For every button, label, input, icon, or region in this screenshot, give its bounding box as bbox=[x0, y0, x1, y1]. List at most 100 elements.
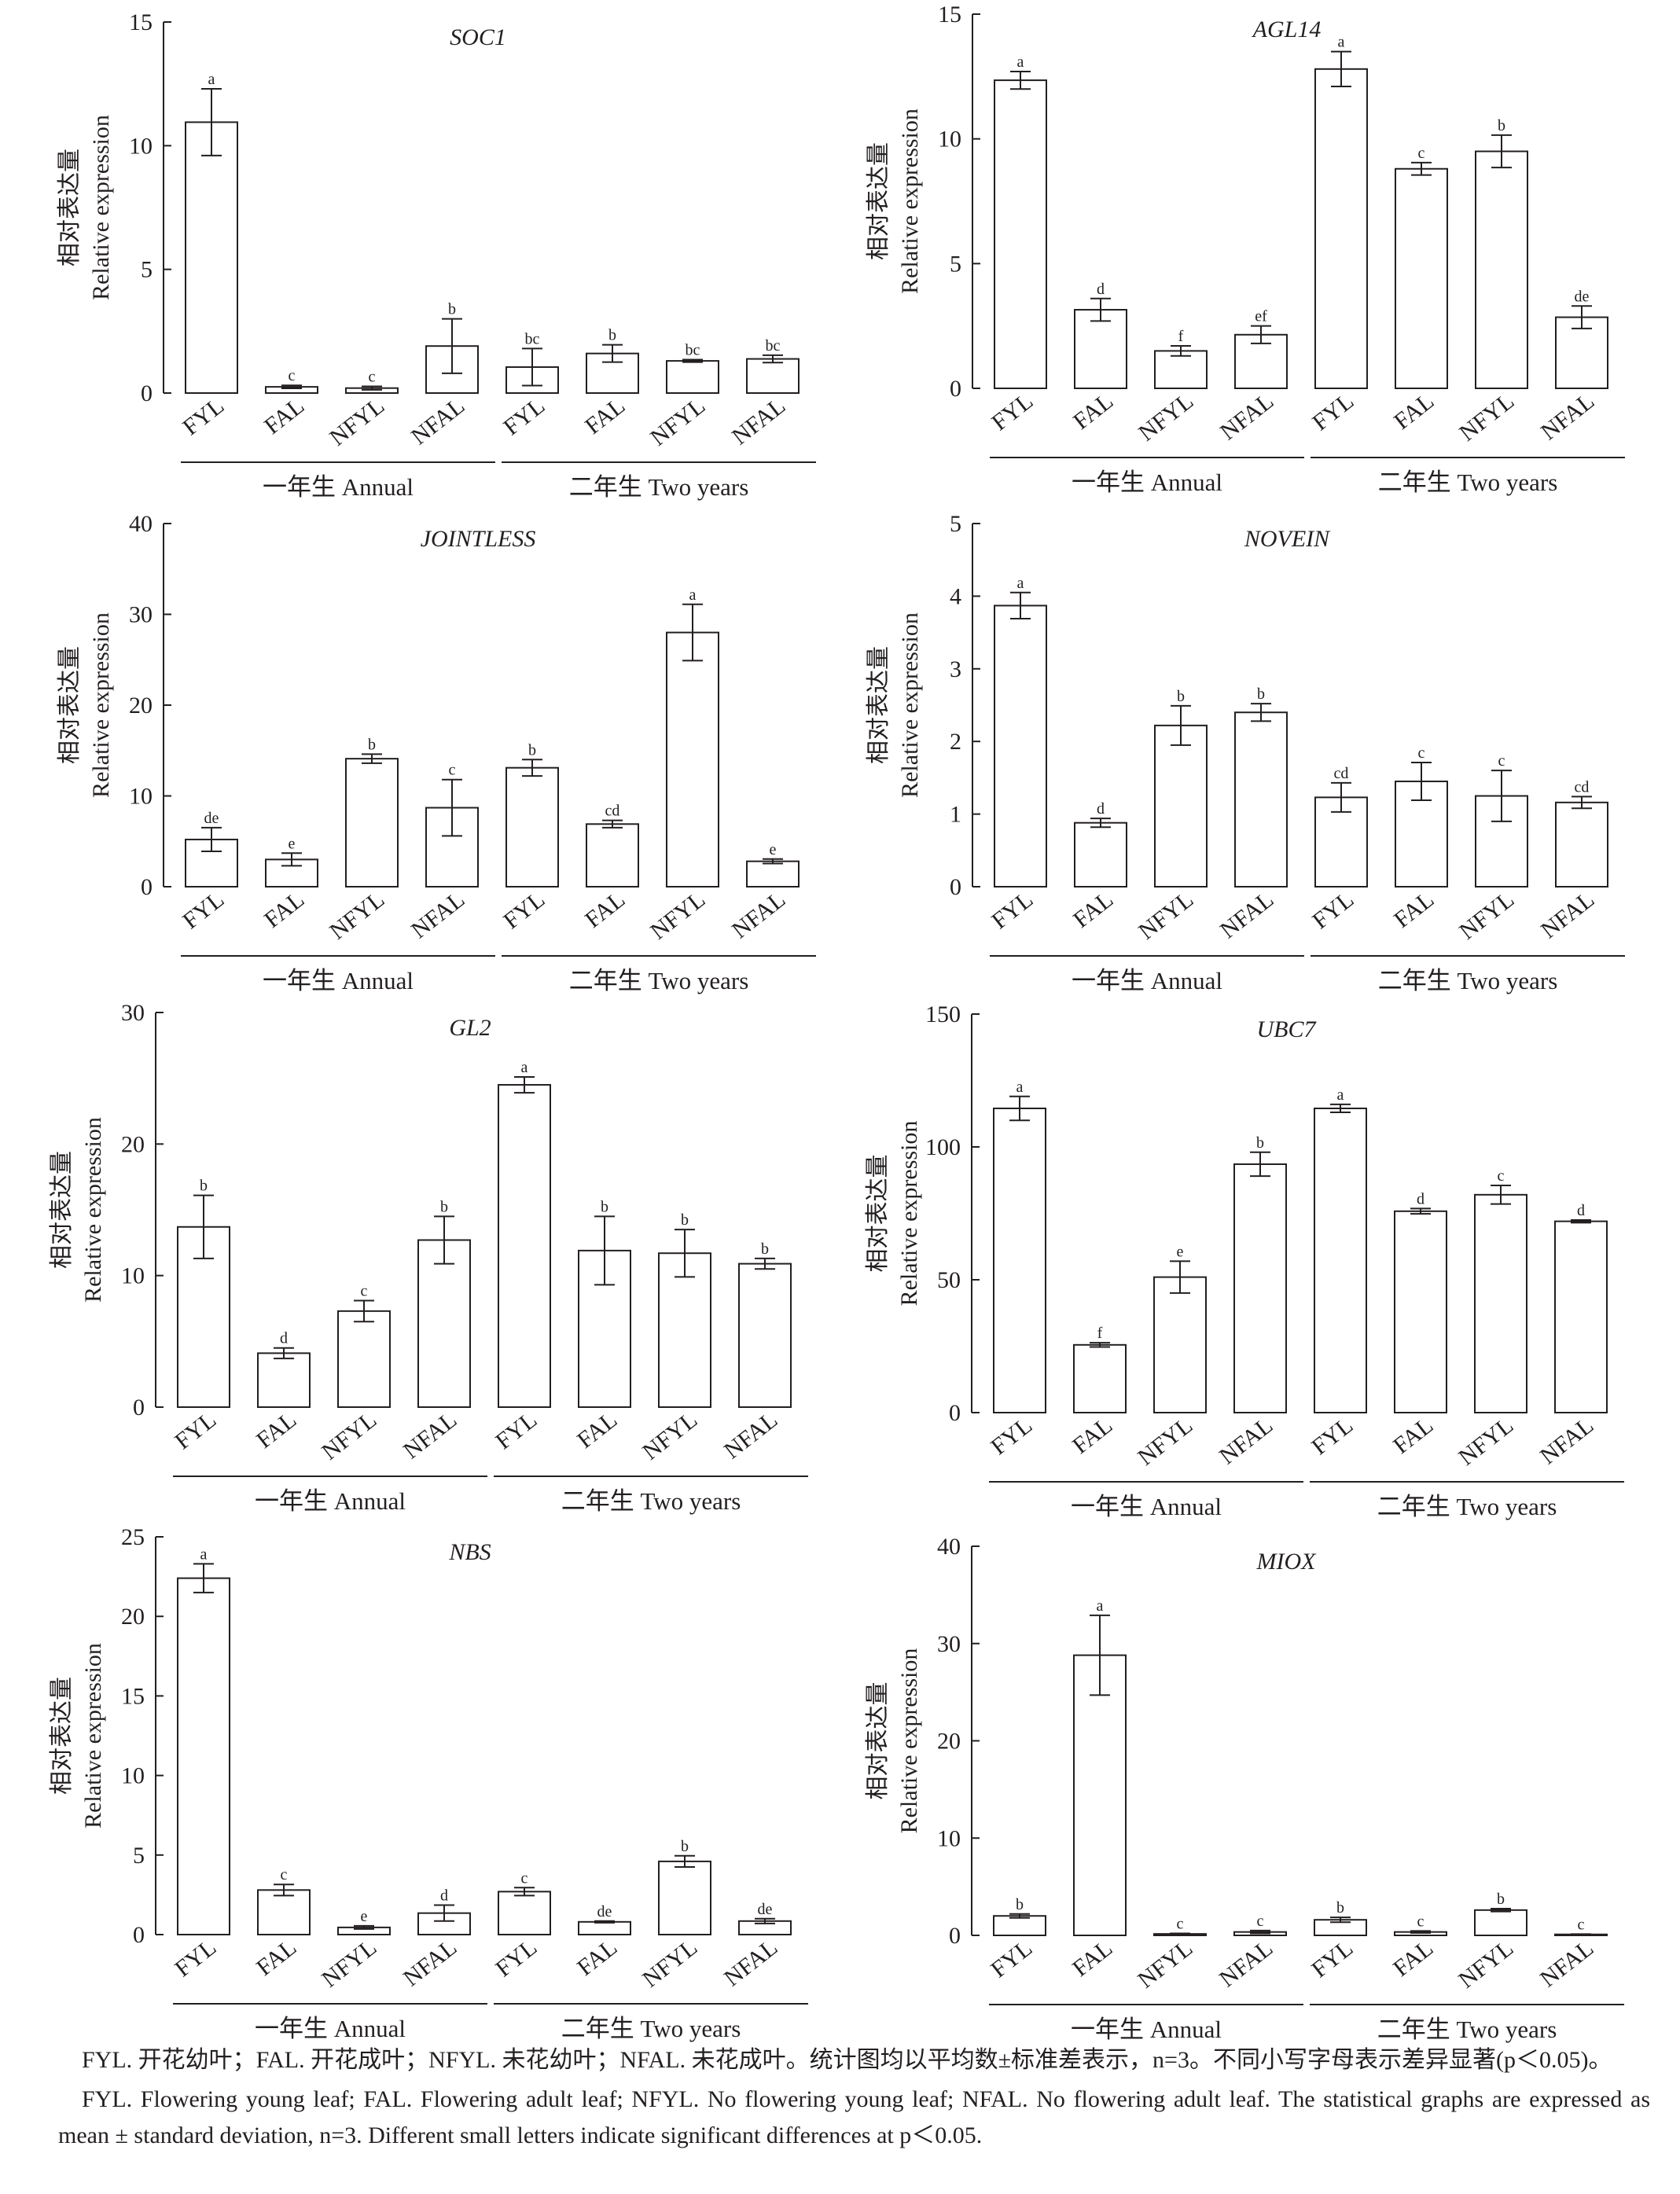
x-tick-label: FYL bbox=[170, 1935, 221, 1983]
bar bbox=[1233, 1163, 1287, 1413]
y-tick-label: 15 bbox=[129, 9, 153, 35]
significance-letter: b bbox=[528, 741, 536, 759]
significance-letter: c bbox=[1418, 145, 1425, 162]
y-tick-label: 2 bbox=[950, 729, 961, 755]
chart-title: SOC1 bbox=[450, 24, 506, 50]
bar bbox=[1153, 1276, 1207, 1413]
significance-letter: a bbox=[521, 1059, 528, 1076]
bar bbox=[1314, 68, 1368, 390]
significance-letter: d bbox=[280, 1330, 288, 1347]
y-tick-label: 20 bbox=[121, 1131, 145, 1157]
y-tick-label: 10 bbox=[121, 1763, 145, 1789]
group-label: 一年生 Annual bbox=[255, 1487, 406, 1515]
significance-letter: e bbox=[289, 835, 296, 852]
group-label: 二年生 Two years bbox=[1377, 2016, 1557, 2043]
x-tick-label: NFAL bbox=[1215, 887, 1278, 944]
significance-letter: b bbox=[368, 736, 376, 753]
x-tick-label: NFAL bbox=[1536, 887, 1599, 944]
bar bbox=[337, 1310, 391, 1409]
x-tick-label: FYL bbox=[1307, 887, 1358, 935]
significance-letter: a bbox=[1337, 1086, 1344, 1104]
significance-letter: cd bbox=[1334, 765, 1349, 782]
bar bbox=[993, 1107, 1046, 1413]
group-label: 一年生 Annual bbox=[263, 967, 414, 994]
significance-letter: de bbox=[758, 1901, 773, 1918]
y-tick-label: 5 bbox=[141, 257, 153, 283]
x-tick-label: FAL bbox=[1068, 1935, 1117, 1983]
significance-letter: c bbox=[1578, 1916, 1585, 1933]
x-tick-label: FYL bbox=[491, 1935, 542, 1983]
significance-letter: d bbox=[1577, 1202, 1585, 1219]
chart-title: JOINTLESS bbox=[421, 526, 536, 552]
bar bbox=[177, 1577, 230, 1936]
bar bbox=[658, 1860, 711, 1935]
x-tick-label: FYL bbox=[178, 887, 229, 935]
y-tick-label: 5 bbox=[950, 251, 961, 277]
significance-letter: b bbox=[1498, 117, 1505, 134]
group-label: 二年生 Two years bbox=[561, 1487, 741, 1515]
significance-letter: b bbox=[1497, 1891, 1505, 1908]
group-label: 二年生 Two years bbox=[561, 2015, 741, 2042]
bar bbox=[1474, 1909, 1527, 1936]
significance-letter: a bbox=[1097, 1597, 1104, 1615]
x-tick-label: NFYL bbox=[317, 1935, 381, 1993]
y-tick-label: 40 bbox=[129, 511, 153, 537]
bar bbox=[578, 1920, 631, 1936]
y-tick-label: 30 bbox=[129, 602, 153, 628]
y-tick-label: 20 bbox=[129, 693, 153, 718]
x-tick-label: FYL bbox=[987, 388, 1038, 436]
group-label: 二年生 Two years bbox=[569, 473, 749, 501]
significance-letter: e bbox=[1177, 1243, 1184, 1260]
chart-panel-novein: 0 1 2 3 4 5 NOVEIN 相对表达量 Relative expression a FYL… bbox=[866, 511, 1625, 994]
y-axis-label-en: Relative expression bbox=[897, 612, 923, 798]
x-tick-label: NFYL bbox=[645, 393, 710, 451]
x-tick-label: NFYL bbox=[638, 1935, 702, 1993]
x-tick-label: NFYL bbox=[1454, 388, 1519, 447]
y-axis-label-zh: 相对表达量 bbox=[865, 1155, 891, 1273]
significance-letter: e bbox=[770, 841, 777, 858]
x-tick-label: NFYL bbox=[1133, 1935, 1197, 1994]
bar bbox=[746, 358, 800, 394]
bar bbox=[1154, 350, 1208, 389]
y-axis-label-zh: 相对表达量 bbox=[49, 1677, 75, 1795]
significance-letter: b bbox=[761, 1240, 769, 1258]
significance-letter: a bbox=[200, 1545, 208, 1563]
significance-letter: c bbox=[1498, 1167, 1505, 1185]
bar bbox=[498, 1084, 551, 1408]
y-tick-label: 10 bbox=[129, 784, 153, 810]
y-tick-label: 0 bbox=[950, 376, 961, 402]
significance-letter: f bbox=[1178, 328, 1184, 345]
y-tick-label: 1 bbox=[950, 802, 961, 828]
bar bbox=[1554, 1220, 1608, 1414]
bar bbox=[505, 766, 559, 888]
significance-letter: b bbox=[1016, 1896, 1024, 1913]
x-tick-label: FAL bbox=[1388, 1413, 1438, 1460]
y-tick-label: 0 bbox=[133, 1395, 145, 1420]
bar bbox=[658, 1252, 711, 1408]
significance-letter: a bbox=[1017, 575, 1024, 592]
bar bbox=[994, 605, 1047, 888]
significance-letter: b bbox=[1256, 1134, 1264, 1152]
bar bbox=[345, 758, 399, 888]
y-tick-label: 10 bbox=[937, 1825, 961, 1851]
y-axis-label-en: Relative expression bbox=[896, 1648, 922, 1834]
y-tick-label: 0 bbox=[141, 874, 153, 900]
y-axis-label-zh: 相对表达量 bbox=[49, 1151, 75, 1269]
x-tick-label: FAL bbox=[1068, 1413, 1117, 1460]
group-label: 一年生 Annual bbox=[1071, 1493, 1222, 1520]
significance-letter: b bbox=[200, 1178, 208, 1195]
bar bbox=[666, 360, 719, 394]
significance-letter: c bbox=[289, 367, 296, 384]
bar bbox=[1474, 1193, 1527, 1413]
bar bbox=[1555, 801, 1608, 888]
y-tick-label: 0 bbox=[950, 874, 961, 900]
y-tick-label: 15 bbox=[121, 1683, 145, 1709]
y-tick-label: 10 bbox=[129, 133, 153, 159]
significance-letter: d bbox=[1097, 281, 1105, 298]
x-tick-label: NFYL bbox=[1133, 1413, 1197, 1471]
bar bbox=[1314, 1107, 1367, 1413]
bar bbox=[498, 1891, 551, 1936]
y-axis-label-en: Relative expression bbox=[80, 1643, 106, 1828]
significance-letter: ef bbox=[1255, 308, 1267, 325]
